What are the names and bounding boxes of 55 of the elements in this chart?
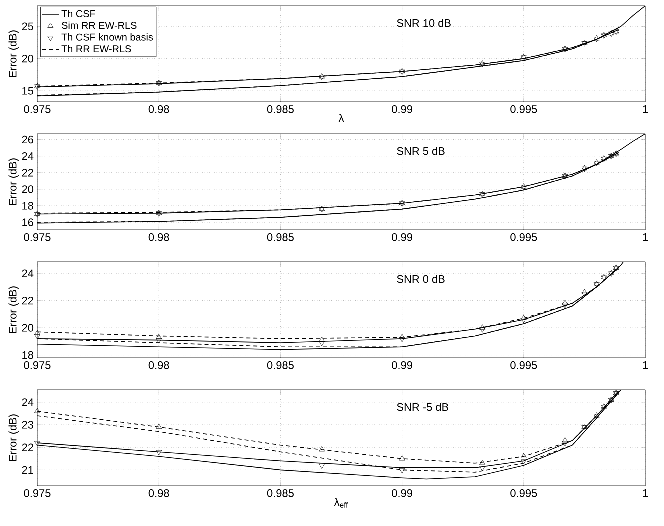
x-tick-label: 0.985	[267, 106, 294, 114]
y-tick-label: 26	[22, 136, 34, 144]
x-tick-label: 0.98	[148, 234, 170, 242]
x-tick-label: 0.985	[267, 490, 294, 498]
x-tick-label: 0.995	[510, 234, 538, 242]
x-tick-label: 0.98	[148, 490, 170, 498]
x-tick-label: 0.995	[510, 490, 538, 498]
y-tick-label: 16	[22, 218, 34, 226]
y-tick-label: 18	[22, 351, 34, 360]
x-tick-label: 1	[643, 490, 648, 498]
legend-label: Th RR EW-RLS	[62, 45, 132, 53]
x-tick-label: 0.99	[392, 106, 412, 114]
y-tick-label: 15	[22, 87, 34, 95]
x-tick-label: 1	[643, 234, 648, 242]
x-tick-label: 0.985	[267, 234, 294, 242]
x-tick-label: 0.985	[267, 362, 294, 370]
legend-label: Sim RR EW-RLS	[62, 22, 137, 30]
y-tick-label: 23	[22, 421, 34, 429]
y-tick-label: 25	[22, 22, 34, 30]
annotation: SNR 5 dB	[397, 147, 445, 156]
y-tick-label: 24	[22, 398, 34, 406]
y-tick-label: 22	[22, 169, 34, 177]
y-tick-label: 24	[22, 270, 34, 278]
x-tick-label: 1	[643, 362, 648, 370]
annotation: SNR -5 dB	[397, 403, 448, 412]
y-tick-label: 24	[22, 152, 34, 160]
x-tick-label: 1	[643, 106, 648, 114]
x-tick-label: 0.975	[24, 490, 51, 498]
y-tick-label: 22	[22, 296, 34, 305]
x-axis-title: λ	[338, 114, 344, 122]
x-tick-label: 0.995	[510, 106, 538, 114]
x-tick-label: 0.98	[148, 362, 170, 370]
x-axis-title: λ$_{eff}$	[334, 498, 348, 508]
y-tick-label: 20	[22, 186, 34, 194]
y-tick-label: 22	[22, 444, 34, 452]
annotation: SNR 10 dB	[397, 19, 451, 28]
y-tick-label: 21	[22, 466, 34, 474]
legend-label: Th CSF	[62, 10, 96, 18]
y-tick-label: 18	[22, 202, 34, 210]
y-axis-title: Error (dB)	[8, 158, 19, 206]
y-axis-title: Error (dB)	[8, 30, 19, 78]
y-axis-title: Error (dB)	[8, 286, 19, 334]
x-tick-label: 0.975	[24, 362, 51, 370]
x-tick-label: 0.975	[24, 234, 51, 242]
y-axis-title: Error (dB)	[8, 414, 19, 462]
legend-label: Th CSF known basis	[62, 34, 154, 41]
y-tick-label: 20	[22, 54, 34, 63]
x-tick-label: 0.99	[392, 490, 412, 498]
x-tick-label: 0.995	[510, 362, 538, 370]
y-tick-label: 20	[22, 324, 34, 332]
x-tick-label: 0.98	[148, 106, 170, 114]
x-tick-label: 0.975	[24, 106, 51, 114]
x-tick-label: 0.99	[392, 234, 412, 242]
x-tick-label: 0.99	[392, 362, 412, 370]
annotation: SNR 0 dB	[397, 275, 445, 284]
